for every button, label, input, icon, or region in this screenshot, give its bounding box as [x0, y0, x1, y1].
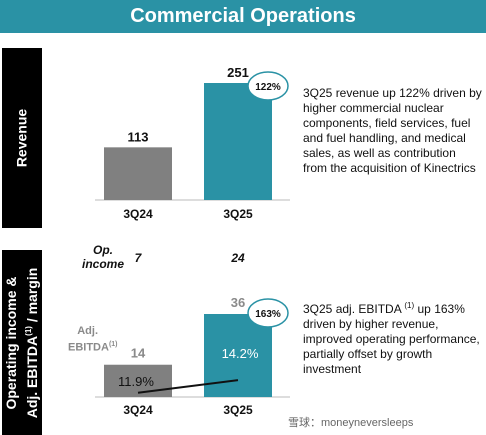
ebitda-category-label: 3Q24: [123, 403, 153, 417]
op-income-row-label: Op. income: [81, 243, 124, 271]
watermark: 雪球：moneyneversleeps: [288, 417, 414, 429]
ebitda-value-label: 36: [231, 295, 245, 310]
revenue-category-label: 3Q25: [223, 207, 253, 221]
ebitda-bar-3q24: [104, 364, 172, 397]
ebitda-value-label: 14: [131, 346, 146, 361]
margin-value-label: 14.2%: [222, 346, 259, 361]
revenue-bar-3q25: [204, 83, 272, 200]
margin-line: [137, 379, 239, 394]
margin-value-label: 11.9%: [118, 374, 154, 389]
revenue-growth-label: 122%: [255, 82, 281, 93]
op-income-value: 7: [135, 251, 143, 265]
revenue-value-label: 113: [128, 129, 149, 144]
ebitda-growth-badge: [247, 298, 289, 328]
page-title: Commercial Operations: [0, 0, 486, 33]
revenue-commentary: 3Q25 revenue up 122% driven by higher co…: [303, 86, 482, 175]
revenue-section-label: Revenue: [2, 48, 42, 228]
ebitda-category-label: 3Q25: [223, 403, 253, 417]
revenue-value-label: 251: [227, 65, 249, 80]
revenue-growth-badge: [247, 71, 289, 101]
ebitda-growth-label: 163%: [255, 309, 281, 320]
revenue-category-label: 3Q24: [123, 207, 153, 221]
adj-ebitda-row-label: Adj. EBITDA(1): [68, 325, 118, 354]
revenue-bar-3q24: [104, 147, 172, 200]
ebitda-commentary: 3Q25 adj. EBITDA (1) up 163% driven by h…: [303, 301, 480, 376]
ebitda-section-label: Operating income & Adj. EBITDA(1) / marg…: [2, 250, 42, 435]
op-income-value: 24: [230, 251, 245, 265]
